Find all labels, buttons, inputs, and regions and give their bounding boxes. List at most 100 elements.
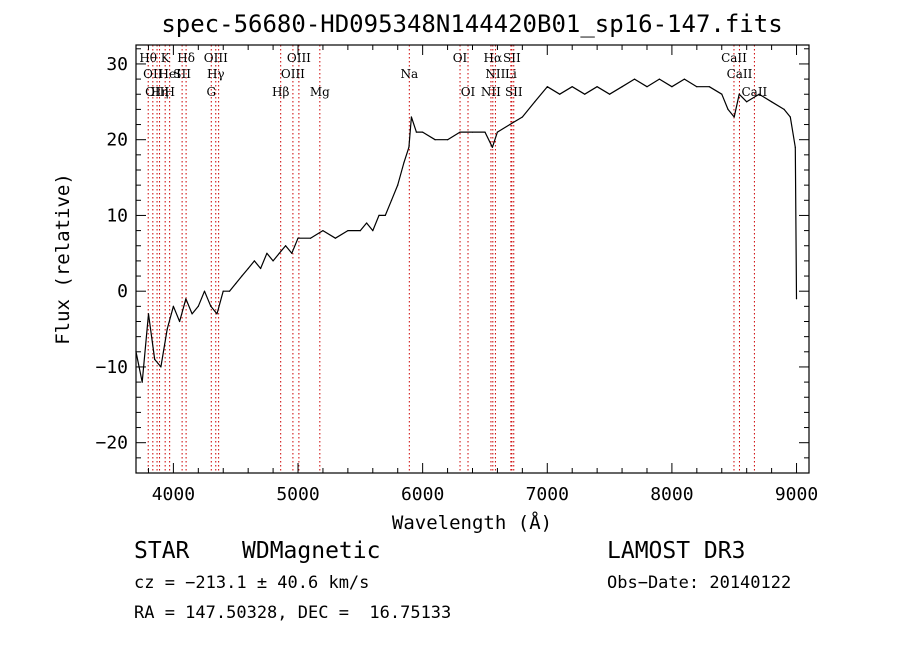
flux-point <box>397 184 399 186</box>
flux-point <box>278 252 280 254</box>
flux-point <box>683 78 686 80</box>
flux-point <box>422 131 424 133</box>
flux-point <box>559 93 561 95</box>
line-label: OIII <box>145 85 169 99</box>
flux-point <box>534 101 536 103</box>
flux-point <box>179 320 181 323</box>
flux-line <box>135 78 798 383</box>
flux-point <box>609 93 611 95</box>
line-label: OIII <box>204 51 228 65</box>
flux-point <box>671 86 673 88</box>
flux-point <box>297 237 299 239</box>
flux-point <box>496 131 498 133</box>
flux-point <box>216 313 218 315</box>
flux-point <box>390 199 393 201</box>
line-label: SII <box>505 85 523 99</box>
flux-point <box>191 313 193 315</box>
flux-point <box>197 305 199 307</box>
y-tick-label: 30 <box>106 54 128 75</box>
line-label: Li <box>505 67 517 81</box>
line-label: OI <box>461 85 476 99</box>
flux-point <box>509 123 511 126</box>
flux-point <box>241 275 243 277</box>
flux-point <box>758 93 760 95</box>
flux-point <box>166 328 168 330</box>
flux-point <box>733 116 735 118</box>
flux-point <box>347 230 349 232</box>
flux-point <box>571 86 573 88</box>
flux-point <box>596 86 598 88</box>
flux-point <box>160 366 162 368</box>
flux-point <box>771 101 773 103</box>
flux-point <box>372 230 374 232</box>
flux-point <box>359 230 361 232</box>
flux-point <box>147 313 150 315</box>
line-label: SII <box>173 67 191 81</box>
flux-point <box>646 86 648 88</box>
y-axis: −20 −10 0 10 20 30 <box>95 48 809 459</box>
flux-point <box>172 305 174 307</box>
flux-point <box>260 267 262 270</box>
flux-point <box>447 139 449 141</box>
flux-point <box>210 305 212 307</box>
flux-point <box>222 290 224 292</box>
x-tick-label: 8000 <box>650 484 693 505</box>
y-tick-label: 20 <box>106 130 128 151</box>
flux-point <box>658 78 661 80</box>
line-label: Hη <box>151 85 169 99</box>
flux-point <box>366 222 368 224</box>
flux-point <box>746 101 748 103</box>
flux-point <box>378 214 380 216</box>
object-type: STAR <box>134 538 190 564</box>
y-axis-label: Flux (relative) <box>52 173 74 345</box>
line-label: OI <box>453 51 468 65</box>
line-label: Mg <box>310 85 330 99</box>
x-axis-label: Wavelength (Å) <box>392 511 552 534</box>
line-label: NII <box>481 85 501 99</box>
x-axis: 4000 5000 6000 7000 8000 9000 <box>147 45 818 505</box>
flux-point <box>235 283 237 285</box>
flux-point <box>291 252 293 254</box>
flux-point <box>459 131 461 133</box>
flux-point <box>266 252 268 254</box>
flux-point <box>491 146 493 148</box>
y-tick-label: 10 <box>106 205 128 226</box>
line-label: SII <box>503 51 521 65</box>
line-label: Na <box>400 67 418 81</box>
x-tick-label: 9000 <box>775 484 818 505</box>
flux-point <box>721 93 723 95</box>
flux-point <box>795 298 798 300</box>
flux-point <box>403 161 405 163</box>
x-tick-label: 4000 <box>152 484 195 505</box>
flux-point <box>415 131 417 133</box>
flux-point <box>285 245 287 247</box>
flux-point <box>621 86 623 88</box>
flux-point <box>471 131 474 133</box>
ra-dec-coordinates: RA = 147.50328, DEC = 16.75133 <box>134 603 452 623</box>
flux-point <box>185 298 187 300</box>
flux-point <box>384 214 386 216</box>
flux-point <box>727 108 729 110</box>
flux-point <box>584 93 586 95</box>
flux-point <box>783 108 785 110</box>
line-label: CaII <box>727 67 753 81</box>
flux-point <box>203 290 206 292</box>
line-label: Hγ <box>207 67 225 81</box>
line-label: CaII <box>721 51 747 65</box>
flux-point <box>521 116 524 118</box>
flux-point <box>546 86 548 88</box>
observation-date: Obs−Date: 20140122 <box>607 573 792 593</box>
flux-point <box>708 86 710 88</box>
x-tick-label: 7000 <box>526 484 569 505</box>
y-tick-label: −20 <box>95 433 128 454</box>
flux-point <box>322 230 324 232</box>
flux-point <box>633 78 636 80</box>
line-label: K <box>161 51 171 65</box>
line-label: NII <box>485 67 505 81</box>
flux-point <box>410 116 412 118</box>
flux-point <box>434 139 436 141</box>
x-tick-label: 5000 <box>276 484 319 505</box>
flux-point <box>696 86 698 88</box>
line-label: OIII <box>287 51 311 65</box>
